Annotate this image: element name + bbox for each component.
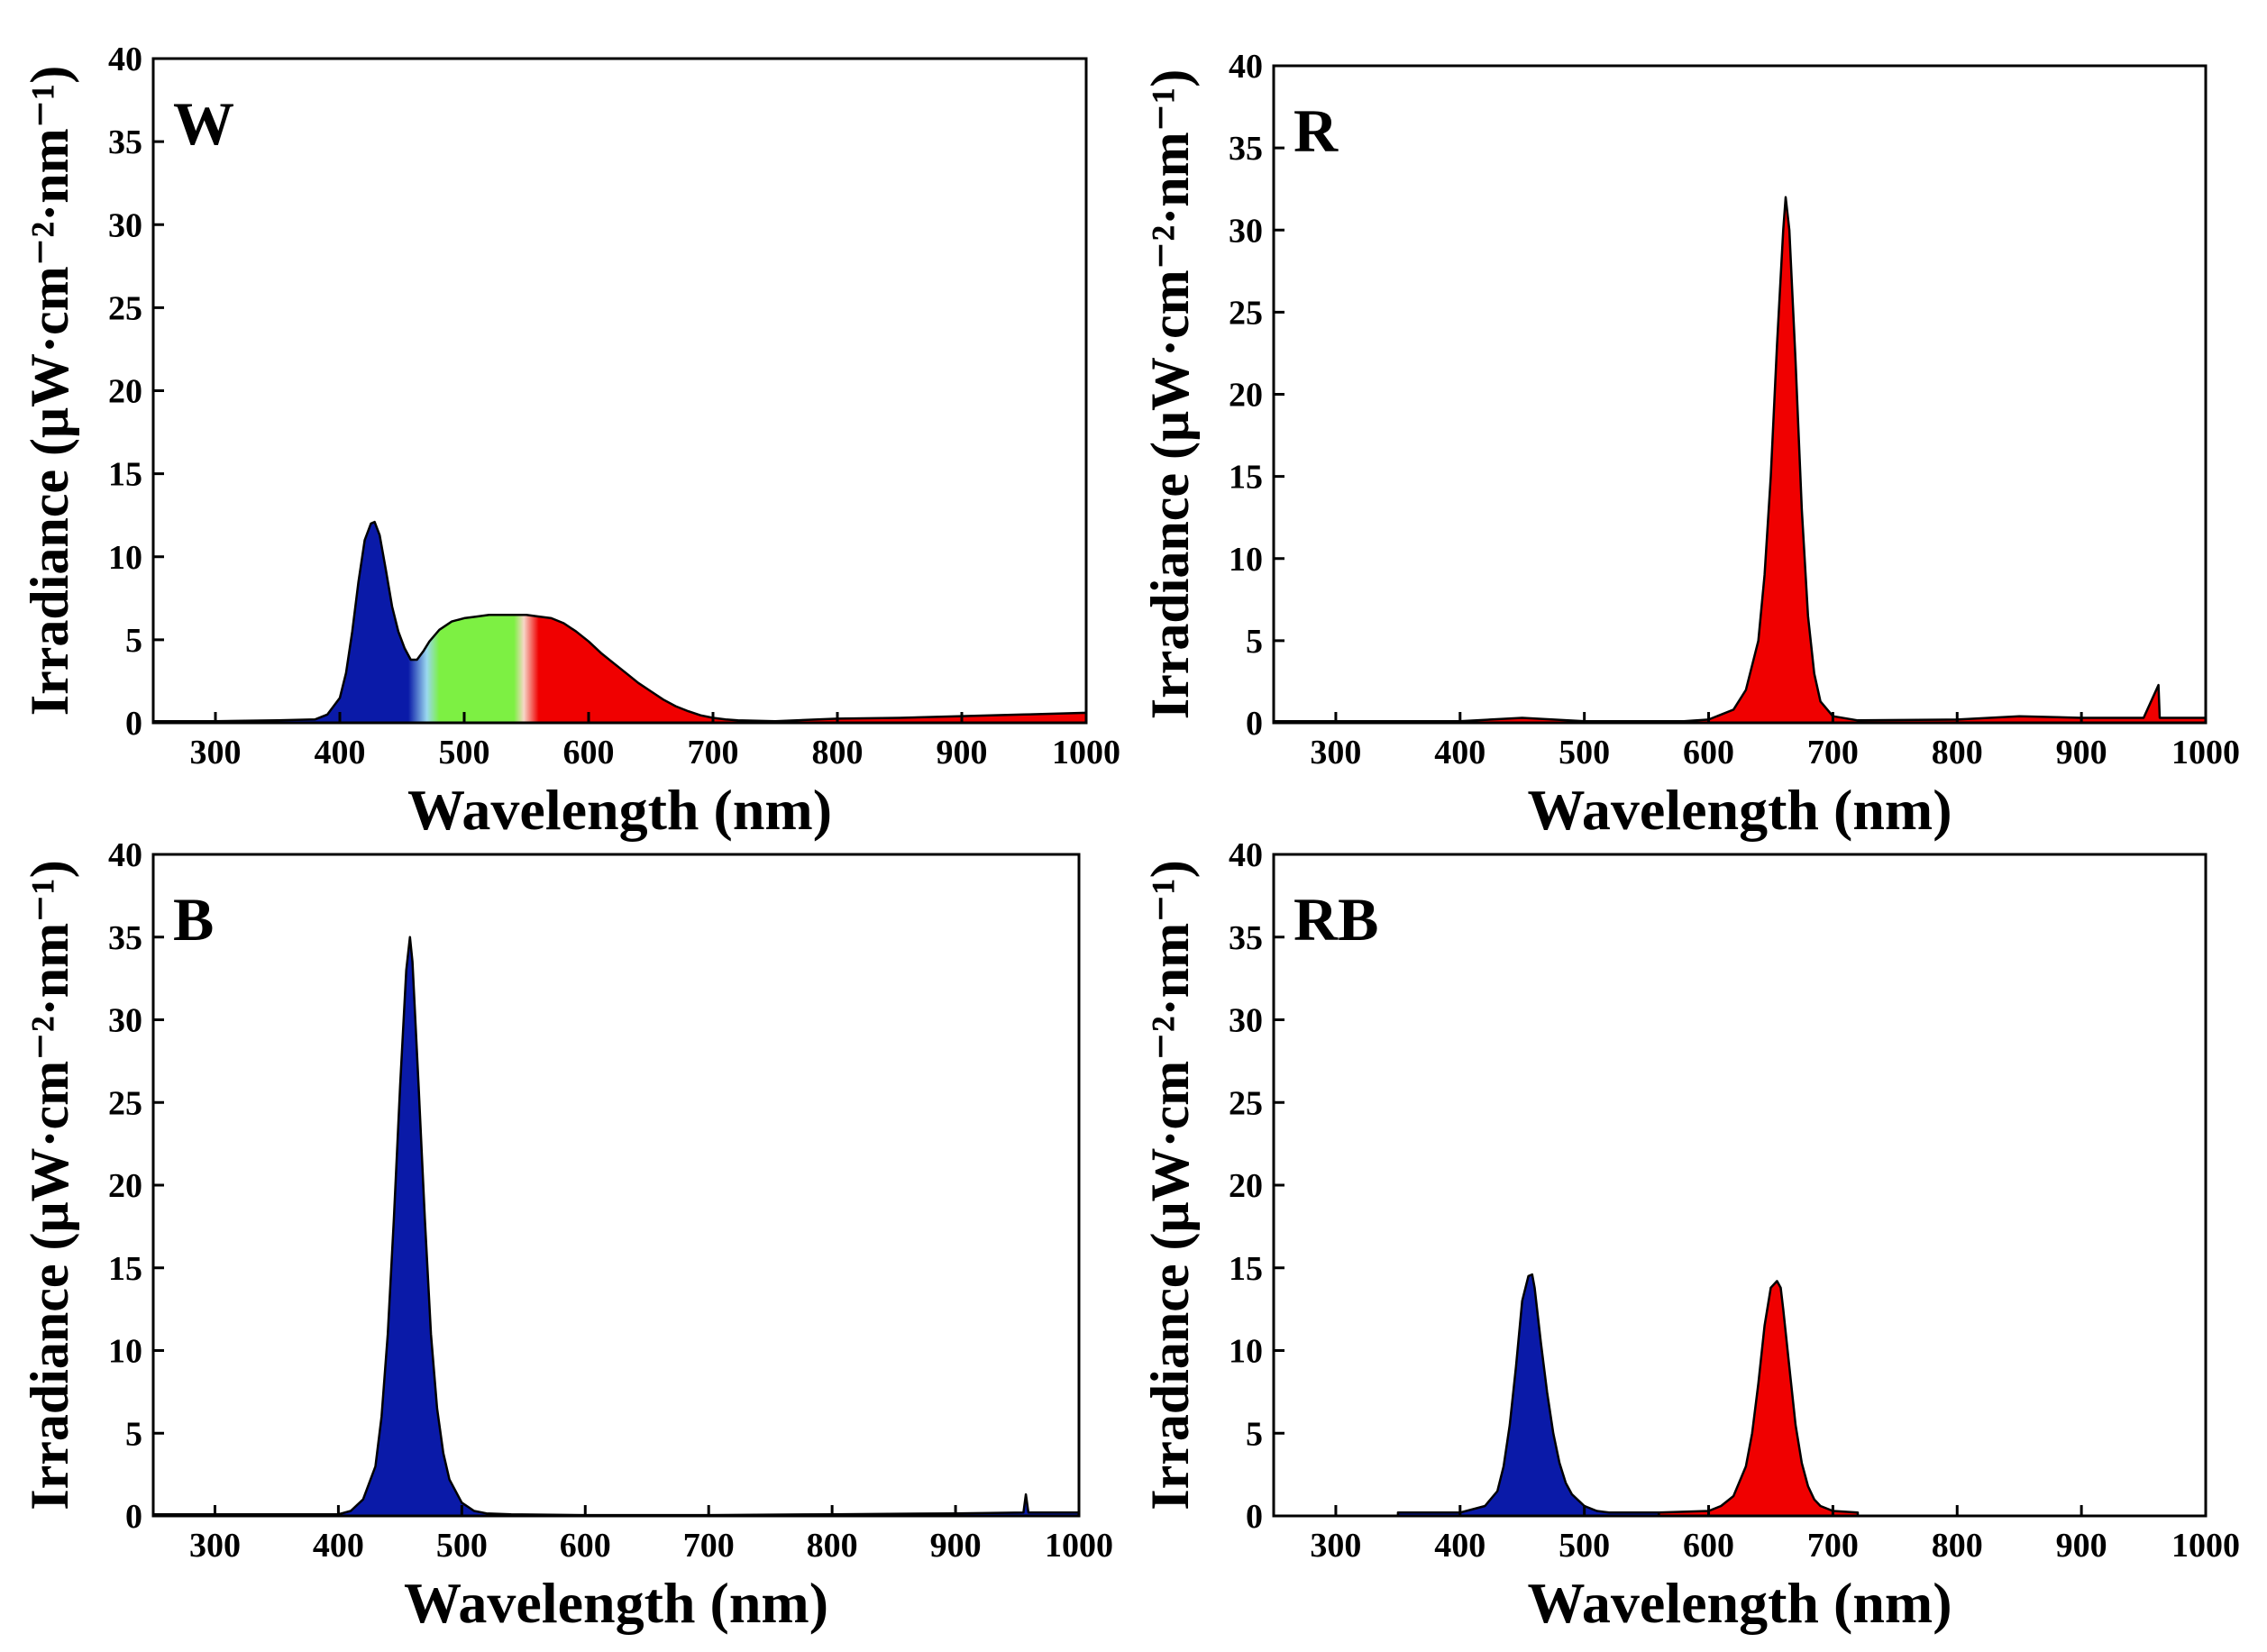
- x-tick-label: 500: [439, 734, 490, 771]
- x-tick-label: 300: [1310, 734, 1361, 771]
- x-tick-label: 700: [688, 734, 739, 771]
- y-tick-label: 5: [1246, 1415, 1263, 1453]
- panel-label: B: [173, 885, 214, 954]
- x-tick-label: 1000: [1045, 1527, 1113, 1565]
- y-tick-label: 40: [1229, 836, 1263, 874]
- y-tick-label: 25: [1229, 294, 1263, 332]
- x-tick-label: 800: [807, 1527, 858, 1565]
- y-tick-label: 5: [125, 1415, 142, 1453]
- x-tick-label: 900: [2056, 1527, 2107, 1565]
- y-tick-label: 35: [108, 919, 142, 957]
- y-tick-label: 20: [108, 1167, 142, 1205]
- plot-area: [153, 854, 1079, 1516]
- y-tick-label: 0: [125, 705, 142, 743]
- x-tick-label: 600: [1683, 734, 1734, 771]
- y-tick-label: 20: [1229, 377, 1263, 415]
- chart-panel-r: 0 5 10 15 20 25 30 35 40 300 400 500 600 700 800 900 100…: [1140, 48, 2240, 842]
- y-tick-label: 40: [108, 836, 142, 874]
- x-tick-label: 600: [1683, 1527, 1734, 1565]
- panel-label: W: [173, 89, 234, 158]
- y-tick-label: 5: [125, 622, 142, 660]
- y-tick-label: 25: [108, 289, 142, 327]
- spectrum-area-series-r: [1272, 196, 2208, 725]
- y-axis-title: Irradiance (μW·cm⁻²·nm⁻¹): [1140, 69, 1200, 720]
- x-tick-label: 600: [563, 734, 615, 771]
- y-tick-label: 15: [1229, 1250, 1263, 1288]
- y-axis-title: Irradiance (μW·cm⁻²·nm⁻¹): [1140, 860, 1200, 1511]
- y-tick-label: 10: [108, 539, 142, 577]
- chart-panel-b: 0 5 10 15 20 25 30 35 40 300 400 500 600 700 800 900 100…: [20, 836, 1113, 1635]
- x-tick-label: 500: [436, 1527, 488, 1565]
- x-tick-label: 700: [683, 1527, 735, 1565]
- x-tick-label: 500: [1559, 1527, 1610, 1565]
- plot-area: [1274, 66, 2206, 723]
- x-tick-label: 400: [313, 1527, 364, 1565]
- y-tick-label: 35: [1229, 919, 1263, 957]
- x-tick-label: 800: [812, 734, 864, 771]
- y-tick-label: 40: [108, 41, 142, 78]
- y-tick-label: 30: [1229, 1002, 1263, 1040]
- y-tick-label: 20: [1229, 1167, 1263, 1205]
- panel-label: R: [1293, 96, 1339, 165]
- y-tick-label: 35: [1229, 130, 1263, 168]
- y-tick-label: 15: [1229, 459, 1263, 497]
- x-tick-label: 400: [315, 734, 366, 771]
- x-tick-label: 1000: [2171, 734, 2240, 771]
- x-tick-label: 700: [1807, 1527, 1859, 1565]
- y-tick-label: 20: [108, 373, 142, 411]
- x-tick-label: 800: [1932, 734, 1983, 771]
- x-tick-label: 400: [1434, 734, 1485, 771]
- y-tick-label: 35: [108, 123, 142, 161]
- y-tick-label: 10: [108, 1333, 142, 1371]
- spectrum-area-series-b: [151, 936, 1081, 1518]
- y-axis-title: Irradiance (μW·cm⁻²·nm⁻¹): [20, 860, 79, 1511]
- spectrum-area-blue-peak-rb: [1396, 1273, 1660, 1518]
- y-tick-label: 30: [108, 206, 142, 244]
- x-tick-label: 800: [1932, 1527, 1983, 1565]
- x-tick-label: 300: [190, 734, 242, 771]
- x-tick-label: 400: [1434, 1527, 1485, 1565]
- x-tick-label: 700: [1807, 734, 1859, 771]
- plot-area: [153, 59, 1086, 723]
- spectrum-area-series-w: [151, 520, 1088, 725]
- y-tick-label: 25: [108, 1084, 142, 1122]
- x-tick-label: 600: [560, 1527, 611, 1565]
- y-tick-label: 30: [108, 1002, 142, 1040]
- y-tick-label: 15: [108, 1250, 142, 1288]
- y-tick-label: 0: [1246, 705, 1263, 743]
- chart-panel-rb: 0 5 10 15 20 25 30 35 40 300 400 500 600 700 800 900 100…: [1140, 836, 2240, 1635]
- panel-label: RB: [1293, 885, 1378, 954]
- x-axis-title: Wavelength (nm): [404, 1571, 828, 1635]
- plot-area: [1274, 854, 2206, 1516]
- x-tick-label: 300: [189, 1527, 241, 1565]
- spectrum-area-red-peak-rb: [1658, 1280, 1860, 1518]
- y-tick-label: 25: [1229, 1084, 1263, 1122]
- x-tick-label: 900: [937, 734, 988, 771]
- x-tick-label: 500: [1559, 734, 1610, 771]
- y-tick-label: 40: [1229, 48, 1263, 86]
- y-axis-title: Irradiance (μW·cm⁻²·nm⁻¹): [20, 66, 79, 716]
- y-tick-label: 10: [1229, 1333, 1263, 1371]
- x-axis-title: Wavelength (nm): [1527, 1571, 1952, 1635]
- x-tick-label: 900: [2056, 734, 2107, 771]
- x-tick-label: 300: [1310, 1527, 1361, 1565]
- y-tick-label: 10: [1229, 541, 1263, 579]
- y-tick-label: 0: [125, 1498, 142, 1536]
- x-tick-label: 900: [930, 1527, 982, 1565]
- x-tick-label: 1000: [1052, 734, 1120, 771]
- x-axis-title: Wavelength (nm): [407, 778, 832, 842]
- chart-panel-w: 0 5 10 15 20 25 30 35 40 300 400 500 600 700 800 900 100…: [20, 41, 1120, 842]
- x-tick-label: 1000: [2171, 1527, 2240, 1565]
- y-tick-label: 15: [108, 456, 142, 494]
- y-tick-label: 30: [1229, 212, 1263, 250]
- y-tick-label: 0: [1246, 1498, 1263, 1536]
- x-axis-title: Wavelength (nm): [1527, 778, 1952, 842]
- y-tick-label: 5: [1246, 623, 1263, 661]
